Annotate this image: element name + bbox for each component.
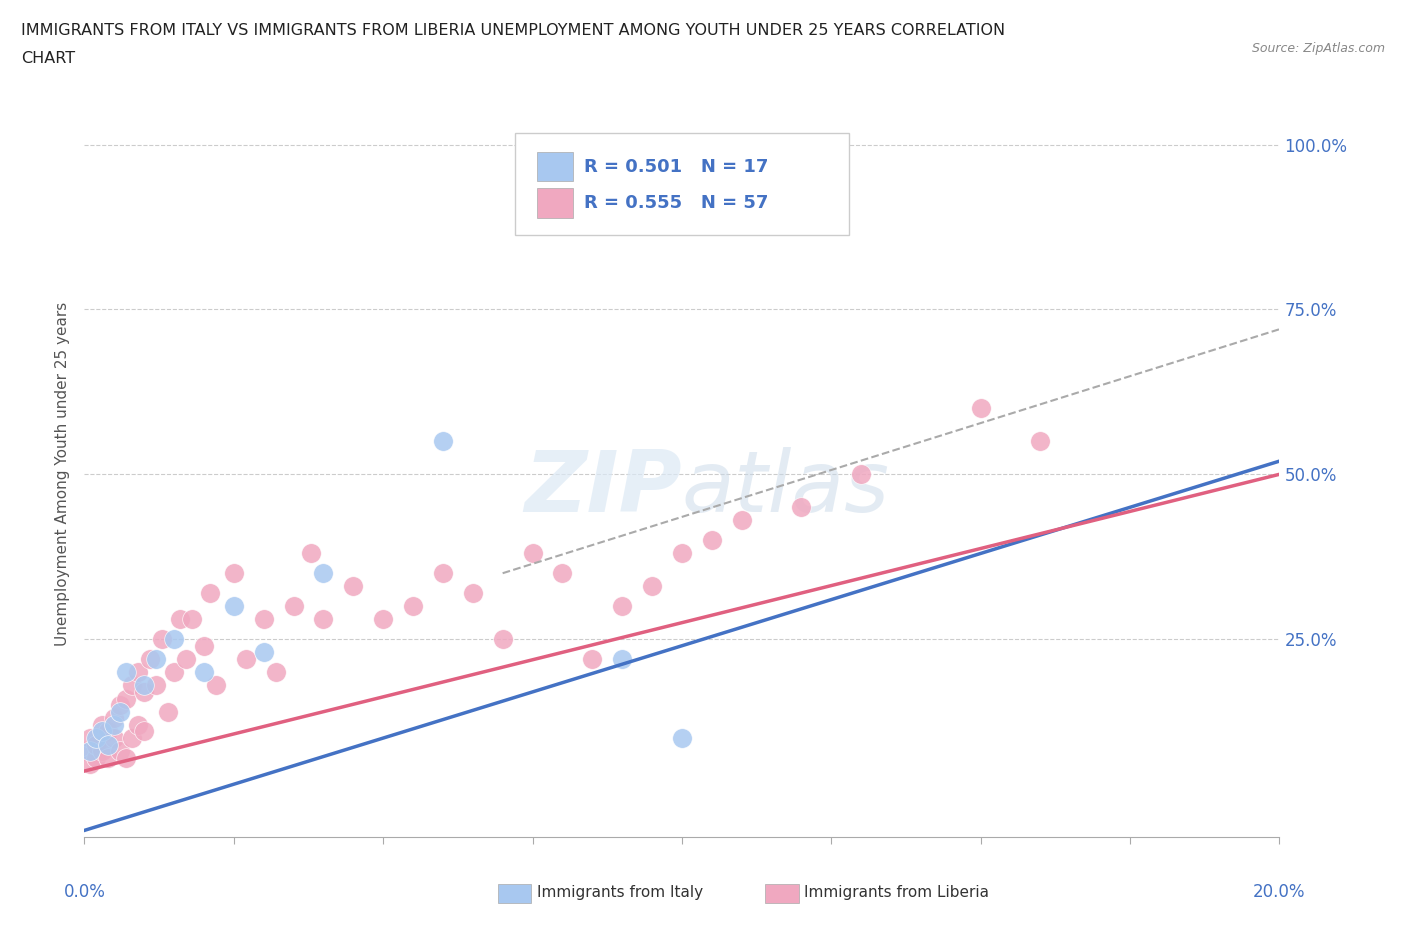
Point — [222, 599, 245, 614]
Point — [132, 724, 156, 739]
Point — [103, 717, 125, 732]
Point — [110, 704, 132, 719]
Point — [222, 565, 245, 580]
Point — [970, 401, 993, 416]
Point — [91, 724, 114, 739]
Point — [432, 565, 454, 580]
Point — [103, 711, 125, 725]
Point — [150, 631, 173, 646]
Point — [110, 744, 132, 759]
Text: R = 0.501   N = 17: R = 0.501 N = 17 — [583, 158, 768, 176]
Point — [127, 717, 149, 732]
Text: 0.0%: 0.0% — [63, 884, 105, 901]
Point — [79, 731, 101, 746]
Point — [157, 704, 180, 719]
Point — [86, 751, 108, 765]
Text: Immigrants from Italy: Immigrants from Italy — [537, 885, 703, 900]
FancyBboxPatch shape — [537, 153, 574, 181]
Point — [79, 744, 101, 759]
Point — [115, 751, 138, 765]
Point — [253, 612, 276, 627]
Point — [79, 757, 101, 772]
Point — [86, 731, 108, 746]
Y-axis label: Unemployment Among Youth under 25 years: Unemployment Among Youth under 25 years — [55, 302, 70, 646]
Point — [522, 546, 544, 561]
Point — [312, 612, 335, 627]
Point — [402, 599, 425, 614]
Point — [612, 599, 634, 614]
Point — [342, 579, 364, 594]
Point — [132, 684, 156, 699]
FancyBboxPatch shape — [537, 189, 574, 218]
Point — [671, 546, 693, 561]
Point — [301, 546, 323, 561]
Point — [174, 652, 197, 667]
Point — [110, 698, 132, 712]
Point — [461, 586, 484, 601]
Point — [193, 638, 215, 653]
Point — [790, 499, 813, 514]
Point — [115, 691, 138, 706]
Text: CHART: CHART — [21, 51, 75, 66]
Point — [115, 665, 138, 680]
Text: Source: ZipAtlas.com: Source: ZipAtlas.com — [1251, 42, 1385, 55]
Point — [97, 737, 120, 752]
Text: R = 0.555   N = 57: R = 0.555 N = 57 — [583, 194, 768, 212]
Point — [198, 586, 221, 601]
Point — [283, 599, 305, 614]
Point — [253, 644, 276, 659]
Point — [127, 665, 149, 680]
Point — [1029, 434, 1052, 449]
Text: IMMIGRANTS FROM ITALY VS IMMIGRANTS FROM LIBERIA UNEMPLOYMENT AMONG YOUTH UNDER : IMMIGRANTS FROM ITALY VS IMMIGRANTS FROM… — [21, 23, 1005, 38]
Point — [205, 678, 228, 693]
Point — [264, 665, 287, 680]
Text: 20.0%: 20.0% — [1253, 884, 1306, 901]
Point — [169, 612, 191, 627]
Point — [193, 665, 215, 680]
Point — [851, 467, 873, 482]
Point — [312, 565, 335, 580]
Point — [139, 652, 162, 667]
Point — [73, 744, 96, 759]
Point — [91, 744, 114, 759]
Point — [97, 751, 120, 765]
Point — [103, 731, 125, 746]
Point — [700, 533, 723, 548]
Text: ZIP: ZIP — [524, 447, 682, 530]
Text: atlas: atlas — [682, 447, 890, 530]
Point — [432, 434, 454, 449]
Point — [612, 652, 634, 667]
FancyBboxPatch shape — [515, 133, 849, 235]
Point — [86, 737, 108, 752]
Point — [145, 652, 167, 667]
Point — [163, 665, 186, 680]
Point — [641, 579, 664, 594]
Point — [731, 513, 754, 528]
Point — [581, 652, 603, 667]
Point — [373, 612, 395, 627]
Point — [132, 678, 156, 693]
Point — [551, 565, 574, 580]
Point — [181, 612, 204, 627]
Point — [121, 678, 143, 693]
Point — [163, 631, 186, 646]
Point — [145, 678, 167, 693]
Text: Immigrants from Liberia: Immigrants from Liberia — [804, 885, 990, 900]
Point — [121, 731, 143, 746]
Point — [492, 631, 515, 646]
Point — [91, 717, 114, 732]
Point — [97, 724, 120, 739]
Point — [671, 731, 693, 746]
Point — [235, 652, 257, 667]
